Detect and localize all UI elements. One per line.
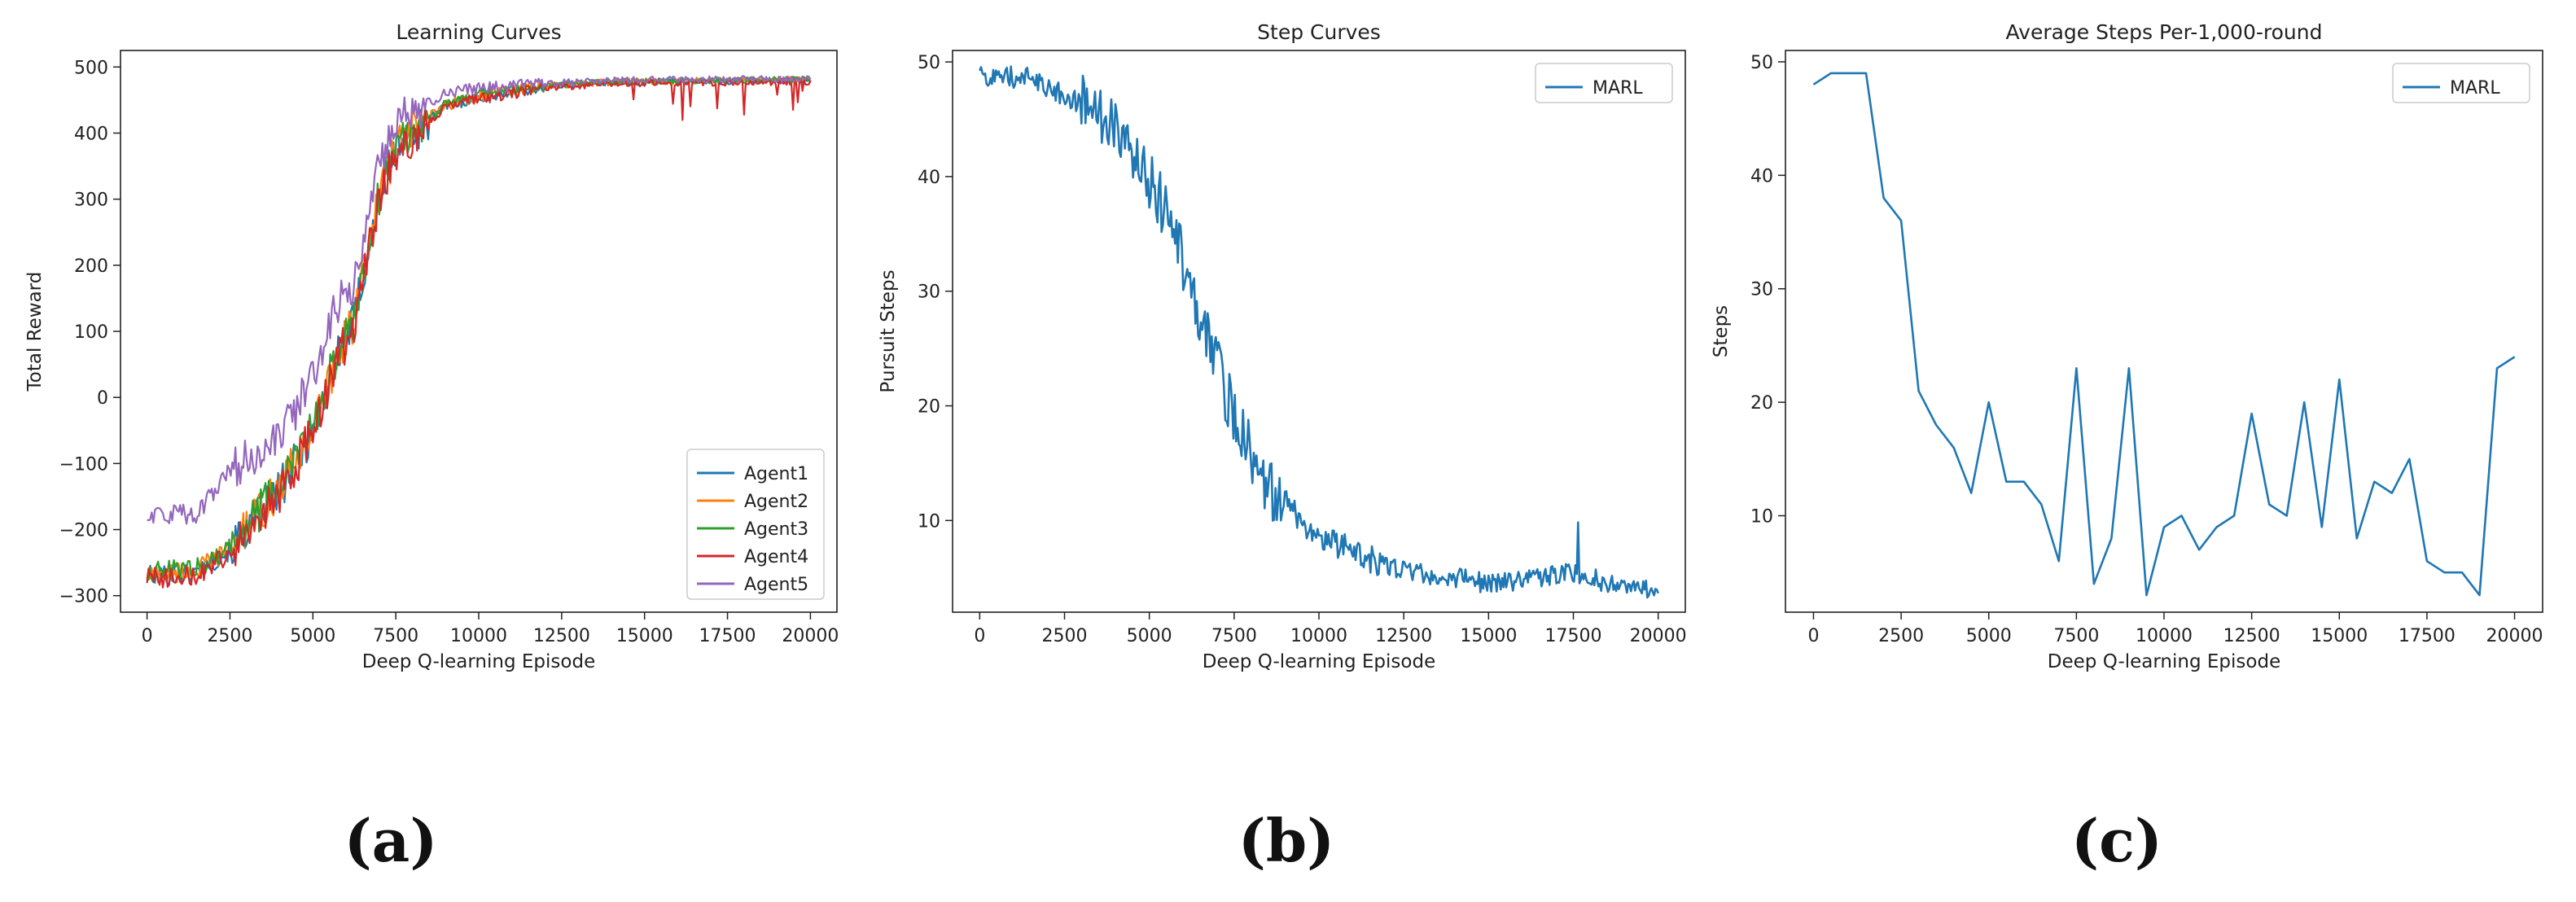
x-tick-label: 10000	[1290, 626, 1347, 646]
x-axis-label: Deep Q-learning Episode	[362, 651, 595, 672]
y-tick-label: 0	[97, 388, 108, 409]
legend-label-marl: MARL	[1592, 78, 1643, 99]
plot-frame	[952, 50, 1686, 613]
y-tick-label: 30	[1750, 280, 1773, 300]
legend-label-agent4: Agent4	[744, 547, 808, 567]
series-line-agent5	[147, 75, 812, 525]
chart-title: Average Steps Per-1,000-round	[2006, 20, 2323, 44]
x-tick-label: 15000	[2311, 626, 2368, 646]
x-tick-label: 7500	[1211, 626, 1257, 646]
x-tick-label: 10000	[2136, 626, 2193, 646]
legend-box	[1535, 63, 1673, 103]
legend-box	[686, 449, 825, 600]
series-group	[979, 65, 1659, 599]
y-tick-label: 500	[74, 58, 108, 78]
x-tick-label: 5000	[290, 626, 335, 646]
x-axis-label: Deep Q-learning Episode	[1203, 651, 1435, 672]
legend: Agent1 Agent2 Agent3 Agent4 Agent5	[686, 449, 825, 600]
y-tick-label: 20	[1750, 393, 1773, 414]
series-line-agent4	[146, 77, 812, 589]
x-tick-label: 7500	[2053, 626, 2099, 646]
legend-label-agent2: Agent2	[744, 492, 808, 512]
y-tick-label: −100	[59, 454, 108, 475]
x-axis-label: Deep Q-learning Episode	[2048, 651, 2280, 672]
series-line-agent3	[146, 75, 812, 584]
series-group	[146, 75, 812, 589]
x-tick-label: 15000	[1460, 626, 1517, 646]
x-tick-label: 17500	[699, 626, 756, 646]
legend: MARL	[2392, 63, 2530, 103]
legend-box	[2392, 63, 2530, 103]
x-tick-label: 0	[142, 626, 153, 646]
series-line-marl	[979, 65, 1659, 599]
x-tick-label: 5000	[1127, 626, 1172, 646]
panel-label-b: (b)	[1238, 806, 1335, 875]
x-tick-label: 20000	[1630, 626, 1687, 646]
legend: MARL	[1535, 63, 1673, 103]
x-tick-label: 2500	[1878, 626, 1924, 646]
y-tick-label: −300	[59, 587, 108, 607]
y-axis-label: Pursuit Steps	[878, 269, 899, 392]
x-tick-label: 2500	[207, 626, 252, 646]
chart-title: Step Curves	[1257, 20, 1381, 44]
y-tick-label: −200	[59, 521, 108, 541]
y-tick-label: 40	[1750, 166, 1773, 186]
x-tick-label: 7500	[373, 626, 418, 646]
y-axis-label: Steps	[1711, 305, 1732, 357]
legend-label-agent5: Agent5	[744, 575, 808, 595]
x-tick-label: 12500	[533, 626, 590, 646]
x-tick-label: 0	[1807, 626, 1819, 646]
x-tick-label: 5000	[1966, 626, 2012, 646]
y-tick-label: 10	[918, 511, 940, 532]
x-tick-label: 20000	[782, 626, 839, 646]
x-tick-label: 10000	[450, 626, 507, 646]
y-tick-label: 30	[918, 282, 940, 303]
y-tick-label: 50	[918, 53, 940, 73]
x-tick-label: 17500	[1545, 626, 1602, 646]
y-tick-label: 100	[74, 322, 108, 343]
legend-label-agent1: Agent1	[744, 464, 808, 484]
chart-2: Average Steps Per-1,000-round 0 2500 5000 75…	[1711, 20, 2543, 672]
series-line-marl	[1812, 72, 2516, 597]
x-tick-label: 0	[974, 626, 985, 646]
y-axis-label: Total Reward	[24, 272, 46, 392]
y-tick-label: 10	[1750, 507, 1773, 528]
y-tick-label: 20	[918, 397, 940, 418]
chart-title: Learning Curves	[396, 20, 561, 44]
x-tick-label: 17500	[2399, 626, 2456, 646]
y-tick-label: 300	[74, 190, 108, 211]
panel-label-a: (a)	[344, 806, 438, 875]
legend-label-agent3: Agent3	[744, 519, 808, 540]
x-tick-label: 2500	[1042, 626, 1088, 646]
y-tick-label: 40	[918, 168, 940, 188]
x-tick-label: 15000	[616, 626, 673, 646]
series-group	[1812, 72, 2516, 597]
x-tick-label: 12500	[1375, 626, 1432, 646]
x-tick-label: 20000	[2486, 626, 2543, 646]
chart-1: Step Curves 0 2500 5000 7500 10000 12500 15000 1…	[878, 20, 1687, 672]
legend-label-marl: MARL	[2450, 78, 2500, 99]
y-tick-label: 200	[74, 256, 108, 277]
x-tick-label: 12500	[2223, 626, 2280, 646]
y-tick-label: 400	[74, 124, 108, 144]
panel-label-c: (c)	[2071, 806, 2162, 875]
y-tick-label: 50	[1750, 53, 1773, 73]
